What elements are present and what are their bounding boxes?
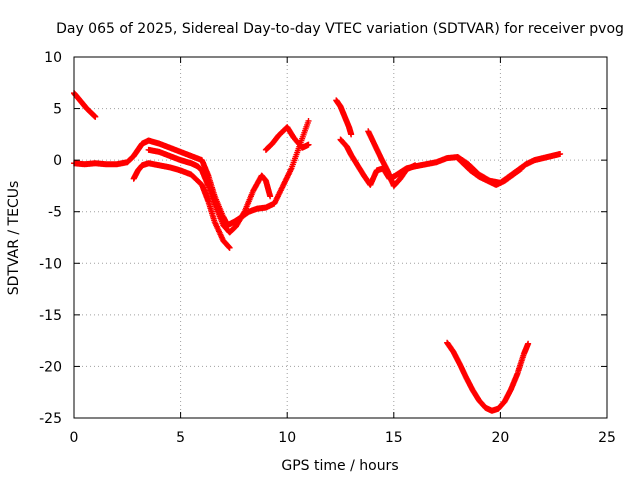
y-axis-title: SDTVAR / TECUs <box>6 181 22 296</box>
series-arc-5 <box>262 124 312 153</box>
plus-marker-trace <box>130 160 233 251</box>
plus-marker-trace <box>333 97 355 138</box>
y-tick-label: 10 <box>44 50 62 66</box>
y-tick-label: -5 <box>48 205 62 221</box>
x-tick-label: 25 <box>598 430 616 446</box>
chart-title: Day 065 of 2025, Sidereal Day-to-day VTE… <box>56 21 624 37</box>
plus-marker-trace <box>262 124 312 153</box>
series-arc-8 <box>365 128 419 189</box>
series-arc-3 <box>130 160 233 251</box>
y-tick-label: -25 <box>39 411 62 427</box>
series-arc-9 <box>454 155 525 188</box>
x-tick-label: 20 <box>491 430 509 446</box>
plus-marker-trace <box>71 90 99 120</box>
y-tick-label: -20 <box>39 359 62 375</box>
y-tick-label: 5 <box>53 102 62 118</box>
y-tick-label: -10 <box>39 256 62 272</box>
y-tick-label: 0 <box>53 153 62 169</box>
x-tick-label: 5 <box>176 430 185 446</box>
x-tick-label: 0 <box>70 430 79 446</box>
x-tick-labels: 0 5 10 15 20 25 <box>70 430 616 446</box>
y-tick-labels: -25 -20 -15 -10 -5 0 5 10 <box>39 50 62 427</box>
axis-ticks <box>73 56 608 419</box>
data-points <box>71 90 564 414</box>
x-axis-title: GPS time / hours <box>281 458 398 474</box>
plus-marker-trace <box>454 155 525 188</box>
y-tick-label: -15 <box>39 308 62 324</box>
plus-marker-trace <box>444 339 532 414</box>
series-arc-10 <box>444 339 532 414</box>
x-tick-label: 15 <box>385 430 403 446</box>
plus-marker-trace <box>365 128 419 189</box>
plus-marker-trace <box>145 146 274 236</box>
x-tick-label: 10 <box>278 430 296 446</box>
series-arc-4 <box>145 146 274 236</box>
series-arc-6 <box>333 97 355 138</box>
plot-frame <box>73 56 608 419</box>
series-arc-1 <box>71 90 99 120</box>
